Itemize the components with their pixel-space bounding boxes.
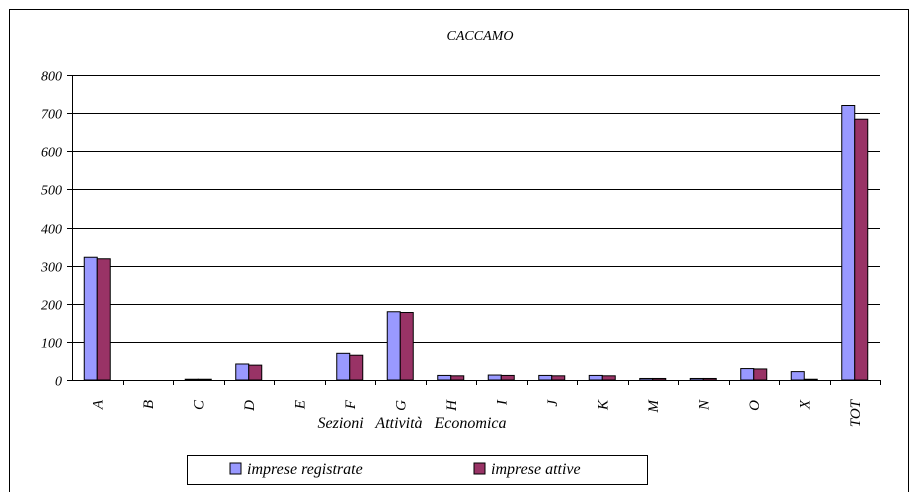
bars <box>83 105 869 381</box>
chart-frame <box>9 9 909 495</box>
bar <box>588 374 603 381</box>
bar <box>487 374 502 381</box>
y-tick-label: 100 <box>41 337 62 352</box>
y-axis: 0 100 200 300 400 500 600 700 800 <box>40 70 73 390</box>
x-tick-label: H <box>444 399 460 412</box>
x-tick-label: TOT <box>848 398 864 427</box>
bar <box>841 105 856 381</box>
bar <box>349 354 364 381</box>
bar <box>652 377 667 381</box>
legend-label: imprese registrate <box>247 461 363 478</box>
bar <box>803 378 818 381</box>
x-tick-label: K <box>595 399 611 411</box>
bar <box>702 377 717 381</box>
legend-label: imprese attive <box>491 461 581 478</box>
legend-swatch <box>473 462 486 475</box>
bar <box>639 377 654 381</box>
y-tick-label: 800 <box>41 70 62 85</box>
x-tick-label: C <box>191 399 207 410</box>
x-tick-label: G <box>393 400 409 411</box>
bar <box>854 118 869 381</box>
bar <box>83 256 98 381</box>
x-tick-label: O <box>747 400 763 411</box>
y-tick-label: 200 <box>41 299 62 314</box>
legend-box <box>187 455 648 485</box>
y-tick-label: 700 <box>41 108 62 123</box>
bar <box>601 375 616 381</box>
bar <box>399 312 414 381</box>
x-tick-label: E <box>292 400 308 410</box>
x-tick-label: D <box>242 400 258 412</box>
y-tick-label: 0 <box>55 375 62 390</box>
x-tick-label: J <box>545 399 561 407</box>
bar <box>753 368 768 381</box>
y-tick-label: 600 <box>41 146 62 161</box>
bar <box>235 363 250 381</box>
x-tick-label: N <box>696 399 712 411</box>
y-tick-label: 400 <box>41 223 62 238</box>
x-tick-label: I <box>494 399 510 406</box>
bar <box>437 374 452 381</box>
bar <box>790 371 805 381</box>
bar <box>538 374 553 381</box>
bar <box>450 375 465 381</box>
bar <box>248 364 263 381</box>
x-tick-label: B <box>141 400 157 409</box>
x-axis: A B C D E F G H I J K M N O X TOT <box>72 380 881 427</box>
x-tick-label: M <box>646 399 662 414</box>
chart-title: CACCAMO <box>447 29 514 44</box>
bar <box>500 374 515 381</box>
bar <box>96 258 111 381</box>
legend-swatch <box>229 462 242 475</box>
bar <box>197 378 212 381</box>
x-axis-title: Sezioni Attività Economica <box>317 415 506 432</box>
bar <box>689 377 704 381</box>
bar <box>386 311 401 381</box>
x-tick-label: X <box>797 399 813 410</box>
legend: imprese registrate imprese attive <box>187 455 648 485</box>
bar <box>551 375 566 381</box>
bar <box>336 352 351 381</box>
x-tick-label: F <box>343 399 359 410</box>
y-tick-label: 500 <box>41 184 62 199</box>
bar <box>184 378 199 381</box>
bar <box>740 368 755 381</box>
x-tick-label: A <box>90 399 106 410</box>
y-tick-label: 300 <box>40 261 62 276</box>
